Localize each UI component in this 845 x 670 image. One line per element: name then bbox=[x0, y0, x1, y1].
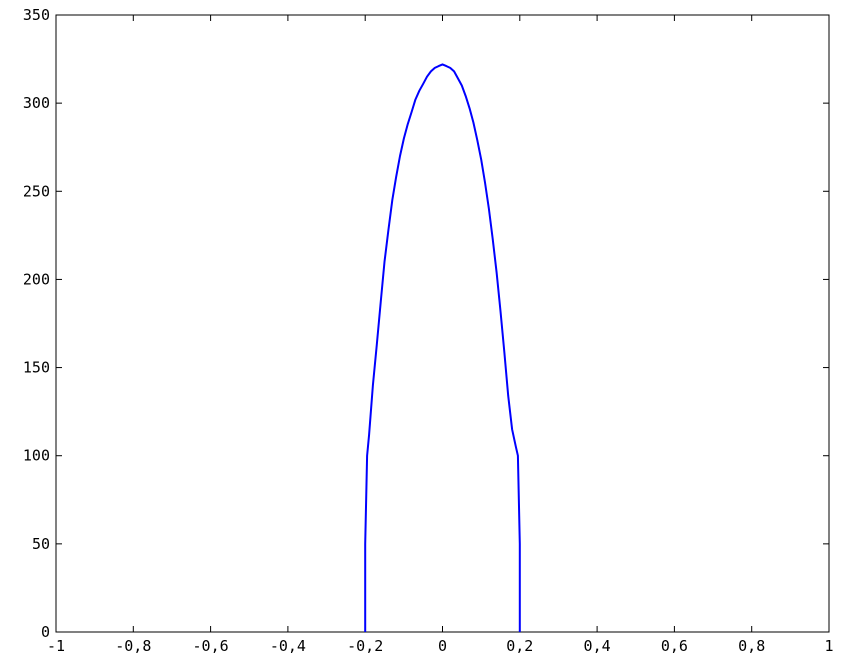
x-tick-label: 0,8 bbox=[738, 637, 765, 655]
y-tick-labels: 0 50 100 150 200 250 300 350 bbox=[23, 6, 50, 641]
y-tick-label: 50 bbox=[32, 535, 50, 553]
y-tick-label: 100 bbox=[23, 447, 50, 465]
series-layer bbox=[364, 63, 521, 632]
x-tick-label: 0,2 bbox=[506, 637, 533, 655]
x-tick-label: 0 bbox=[438, 637, 447, 655]
y-tick-label: 200 bbox=[23, 270, 50, 288]
series-line bbox=[364, 63, 521, 632]
y-tick-label: 350 bbox=[23, 6, 50, 24]
x-tick-label: 0,6 bbox=[661, 637, 688, 655]
x-tick-label: -0,4 bbox=[270, 637, 306, 655]
x-tick-label: 1 bbox=[824, 637, 833, 655]
x-tick-labels: -1 -0,8 -0,6 -0,4 -0,2 0 0,2 0,4 0,6 0,8 1 bbox=[47, 637, 834, 655]
x-tick-label: -0,8 bbox=[115, 637, 151, 655]
x-tick-label: -1 bbox=[47, 637, 65, 655]
x-tick-label: -0,2 bbox=[347, 637, 383, 655]
y-tick-label: 300 bbox=[23, 94, 50, 112]
x-tick-label: 0,4 bbox=[584, 637, 611, 655]
y-tick-label: 150 bbox=[23, 359, 50, 377]
x-tick-label: -0,6 bbox=[193, 637, 229, 655]
plot-area bbox=[55, 14, 830, 633]
y-tick-label: 250 bbox=[23, 182, 50, 200]
y-tick-label: 0 bbox=[41, 623, 50, 641]
